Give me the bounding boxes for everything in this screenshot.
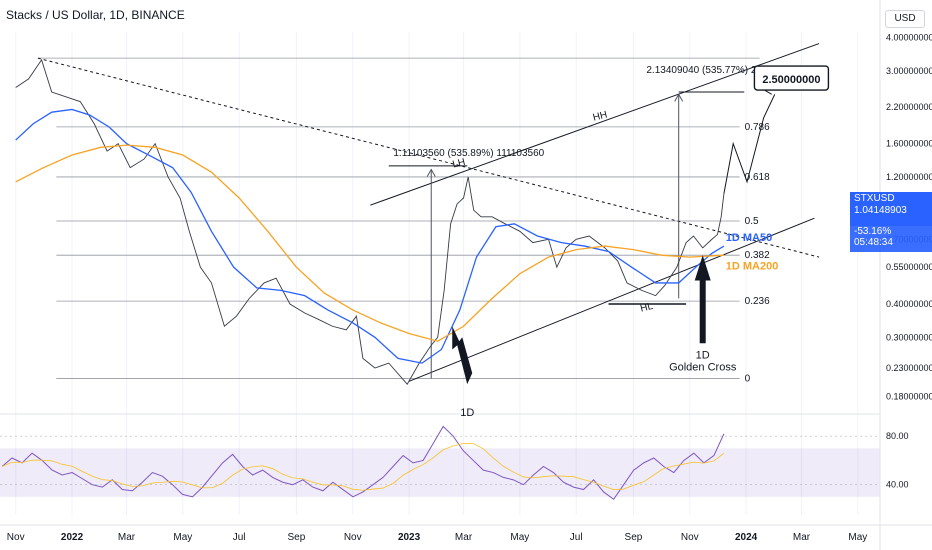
lh-label: LH — [451, 157, 466, 171]
target-callout-label: 2.50000000 — [762, 74, 820, 86]
rsi-pane: 80.00 40.00 — [0, 425, 909, 500]
chart-title: Stacks / US Dollar, 1D, BINANCE — [6, 8, 185, 22]
time-tick-label: May — [848, 532, 867, 543]
fib-label-0.382: 0.382 — [745, 250, 770, 261]
measure-2-label: 2.13409040 (535.77%) 213409040 — [646, 65, 801, 76]
time-tick-label: Sep — [288, 532, 306, 543]
price-tag-extra: -53.16% 05:48:34 — [850, 226, 932, 252]
time-tick-label: Nov — [7, 532, 25, 543]
price-tick-label: 0.55000000 — [886, 262, 932, 272]
price-tag-price: 1.04148903 — [854, 205, 907, 216]
lower-channel-line — [408, 217, 815, 382]
rsi-tick-label: 80.00 — [886, 431, 909, 441]
time-tick-label: May — [173, 532, 192, 543]
rsi-band — [0, 448, 880, 497]
target-callout-box — [753, 65, 830, 91]
ma50-label: 1D MA50 — [726, 232, 772, 244]
price-tick-label: 3.00000000 — [886, 66, 932, 76]
time-tick-label: Mar — [793, 532, 811, 543]
series-line-1 — [15, 108, 725, 364]
time-tick-label: Nov — [681, 532, 699, 543]
rsi-ma-line — [1, 443, 725, 491]
price-tick-label: 2.20000000 — [886, 102, 932, 112]
rsi-tick-label: 40.00 — [886, 480, 909, 490]
series-line-2 — [15, 144, 724, 342]
target-callout-pointer — [764, 89, 772, 95]
hh-label: HH — [592, 109, 609, 123]
drawn-trendlines — [37, 43, 820, 382]
first-cross-arrow — [452, 326, 473, 385]
time-tick-label: 2024 — [735, 532, 758, 543]
price-tag-change: -53.16% — [854, 226, 892, 237]
measure-1-label: 1.11103560 (535.89%) 111103560 — [393, 148, 544, 159]
golden-cross-label: Golden Cross — [669, 362, 737, 374]
price-tag-countdown: 05:48:34 — [854, 237, 893, 248]
price-tick-label: 0.30000000 — [886, 332, 932, 342]
fib-label-0.618: 0.618 — [745, 172, 770, 183]
time-tick-label: Jul — [570, 532, 583, 543]
time-tick-label: 2023 — [398, 532, 421, 543]
price-tag: STXUSD 1.04148903 — [850, 192, 932, 226]
measure-1-arrowhead — [426, 168, 436, 177]
time-tick-label: Mar — [455, 532, 473, 543]
annotations: 2.13409040 (535.77%) 213409040 1.11103560… — [393, 65, 830, 419]
time-tick-label: Jul — [233, 532, 246, 543]
projection-path — [723, 94, 776, 194]
measure-2-arrowhead — [674, 93, 684, 102]
price-tick-label: 0.23000000 — [886, 363, 932, 373]
fib-label-0.5: 0.5 — [745, 216, 759, 227]
currency-button[interactable]: USD — [885, 10, 925, 28]
fib-label-0: 0 — [745, 374, 751, 385]
price-tick-label: 0.18000000 — [886, 391, 932, 401]
fib-levels: 0.786 0.618 0.5 0.382 0.236 0 — [37, 57, 770, 385]
price-tick-label: 4.00000000 — [886, 33, 932, 43]
ma200-label: 1D MA200 — [726, 260, 779, 272]
golden-cross-timeframe: 1D — [696, 349, 710, 361]
fib-label-0.786: 0.786 — [745, 122, 770, 133]
time-tick-label: 2022 — [61, 532, 84, 543]
time-tick-label: May — [510, 532, 529, 543]
rsi-line — [1, 425, 725, 500]
fib-label-0.236: 0.236 — [745, 296, 770, 307]
price-tick-label: 0.40000000 — [886, 299, 932, 309]
golden-cross-arrow — [694, 255, 711, 344]
price-tick-label: 1.20000000 — [886, 172, 932, 182]
price-tick-label: 1.60000000 — [886, 139, 932, 149]
first-cross-timeframe: 1D — [460, 407, 474, 419]
grid-lines — [15, 32, 859, 515]
time-tick-label: Mar — [118, 532, 136, 543]
descending-trendline — [37, 57, 820, 258]
series-line-0 — [15, 58, 725, 385]
time-tick-label: Sep — [625, 532, 643, 543]
upper-channel-line — [370, 43, 820, 206]
price-series — [15, 58, 725, 385]
price-tag-symbol: STXUSD — [854, 193, 895, 204]
time-tick-label: Nov — [344, 532, 362, 543]
hl-label: HL — [639, 301, 654, 315]
